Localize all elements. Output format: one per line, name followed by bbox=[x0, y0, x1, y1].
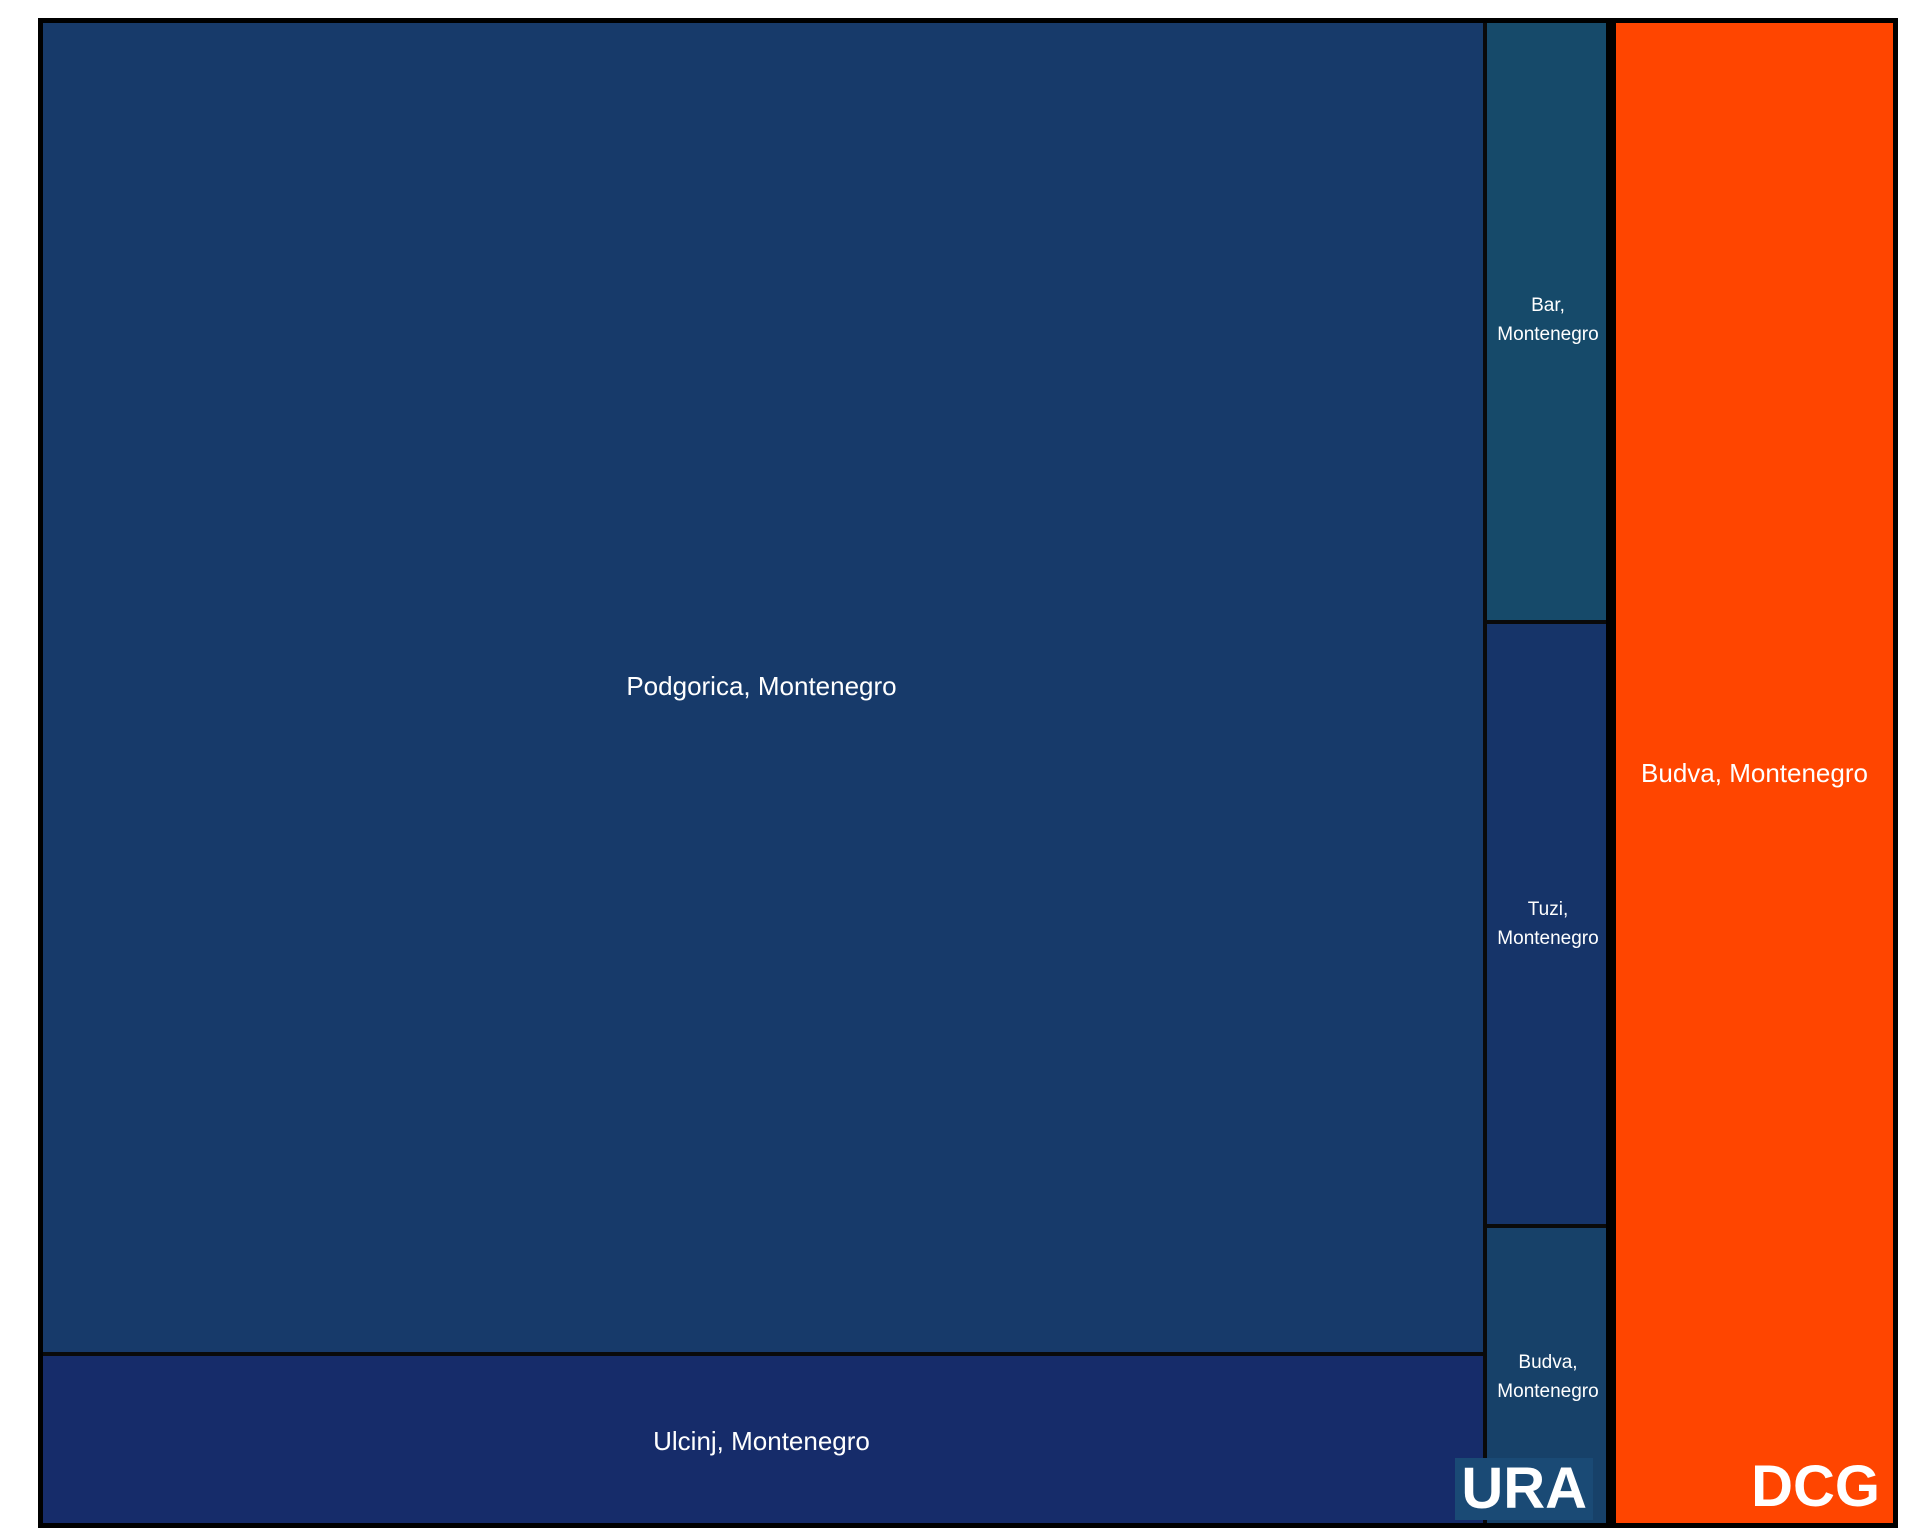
treemap-cell-label: Bar, Montenegro bbox=[1497, 294, 1599, 345]
treemap-cell: Budva, Montenegro bbox=[1611, 18, 1898, 1528]
treemap-cell: Podgorica, Montenegro bbox=[38, 18, 1485, 1354]
group-label: URA bbox=[1455, 1458, 1593, 1520]
group-label: DCG bbox=[1751, 1454, 1880, 1519]
treemap-cell-label: Tuzi, Montenegro bbox=[1497, 898, 1599, 949]
treemap-cell: Bar, Montenegro bbox=[1485, 18, 1611, 622]
treemap-cell-label: Budva, Montenegro bbox=[1497, 1351, 1599, 1402]
treemap-cell: Tuzi, Montenegro bbox=[1485, 622, 1611, 1226]
treemap-cell: Ulcinj, Montenegro bbox=[38, 1354, 1485, 1528]
treemap-cell-label: Ulcinj, Montenegro bbox=[653, 1425, 870, 1456]
treemap-cell-label: Budva, Montenegro bbox=[1641, 757, 1868, 788]
treemap-cell-label: Podgorica, Montenegro bbox=[626, 670, 897, 701]
